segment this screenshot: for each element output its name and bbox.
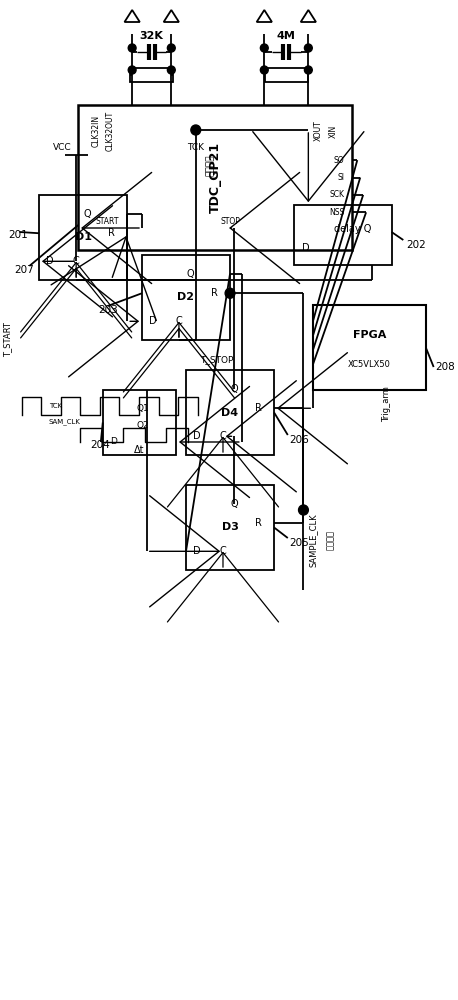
Bar bbox=[313, 305, 426, 390]
Text: D: D bbox=[193, 431, 200, 441]
Bar bbox=[39, 195, 127, 280]
Text: 202: 202 bbox=[406, 240, 426, 250]
Bar bbox=[130, 68, 173, 82]
Text: 201: 201 bbox=[8, 230, 27, 240]
Text: TCK: TCK bbox=[49, 403, 62, 409]
Circle shape bbox=[167, 44, 175, 52]
Bar bbox=[186, 370, 274, 455]
Text: C: C bbox=[220, 431, 226, 441]
Text: 204: 204 bbox=[90, 440, 110, 450]
Text: Δt: Δt bbox=[134, 445, 144, 455]
Text: Q: Q bbox=[186, 269, 194, 279]
Text: Q1: Q1 bbox=[137, 404, 149, 413]
Text: delay Q: delay Q bbox=[334, 224, 371, 234]
Circle shape bbox=[128, 66, 136, 74]
Text: Trig_arm: Trig_arm bbox=[382, 386, 391, 422]
Text: C: C bbox=[220, 546, 226, 556]
Text: TCK: TCK bbox=[187, 143, 204, 152]
Bar bbox=[78, 105, 352, 250]
Bar bbox=[186, 485, 274, 570]
Text: 32K: 32K bbox=[140, 31, 164, 41]
Text: D: D bbox=[193, 546, 200, 556]
Bar bbox=[103, 390, 176, 455]
Text: 触发信号: 触发信号 bbox=[206, 154, 215, 176]
Text: 4M: 4M bbox=[277, 31, 296, 41]
Text: C: C bbox=[175, 316, 182, 326]
Text: SCK: SCK bbox=[330, 190, 344, 199]
Text: CLK32OUT: CLK32OUT bbox=[106, 111, 115, 151]
Bar bbox=[142, 255, 230, 340]
Text: XOUT: XOUT bbox=[314, 121, 322, 141]
Text: C: C bbox=[73, 256, 80, 266]
Circle shape bbox=[305, 66, 312, 74]
Text: STOP: STOP bbox=[221, 217, 241, 226]
Circle shape bbox=[299, 505, 308, 515]
Circle shape bbox=[305, 44, 312, 52]
Text: SAM_CLK: SAM_CLK bbox=[49, 419, 81, 425]
Circle shape bbox=[261, 66, 268, 74]
Text: 203: 203 bbox=[98, 305, 118, 315]
Text: D3: D3 bbox=[222, 522, 239, 532]
Text: 205: 205 bbox=[289, 538, 309, 548]
Text: Q: Q bbox=[231, 384, 238, 394]
Circle shape bbox=[261, 44, 268, 52]
Text: D: D bbox=[149, 316, 156, 326]
Text: VCC: VCC bbox=[53, 142, 71, 151]
Text: 采样时钟: 采样时钟 bbox=[327, 530, 335, 550]
Text: TDC_GP21: TDC_GP21 bbox=[209, 142, 222, 213]
Text: D4: D4 bbox=[222, 408, 239, 418]
Text: SO: SO bbox=[334, 156, 344, 165]
Text: R: R bbox=[211, 288, 218, 298]
Text: NSS: NSS bbox=[329, 208, 344, 217]
Bar bbox=[294, 205, 392, 265]
Text: XIN: XIN bbox=[328, 124, 338, 138]
Bar bbox=[265, 68, 308, 82]
Text: XC5VLX50: XC5VLX50 bbox=[348, 360, 391, 369]
Text: D: D bbox=[302, 243, 309, 253]
Text: Q2: Q2 bbox=[137, 421, 149, 430]
Text: Q: Q bbox=[231, 499, 238, 509]
Text: SAMPLE_CLK: SAMPLE_CLK bbox=[309, 513, 318, 567]
Text: R: R bbox=[255, 518, 262, 528]
Text: 206: 206 bbox=[289, 435, 309, 445]
Text: R: R bbox=[255, 403, 262, 413]
Text: 208: 208 bbox=[436, 362, 455, 372]
Circle shape bbox=[167, 66, 175, 74]
Text: D: D bbox=[110, 438, 117, 446]
Circle shape bbox=[191, 125, 201, 135]
Text: T_STOP: T_STOP bbox=[200, 356, 234, 364]
Text: T_START: T_START bbox=[3, 323, 12, 357]
Text: FPGA: FPGA bbox=[353, 330, 386, 340]
Circle shape bbox=[128, 44, 136, 52]
Text: R: R bbox=[108, 228, 115, 238]
Circle shape bbox=[225, 288, 235, 298]
Text: 207: 207 bbox=[15, 265, 34, 275]
Text: CLK32IN: CLK32IN bbox=[92, 115, 100, 147]
Text: D: D bbox=[46, 256, 54, 266]
Text: D2: D2 bbox=[178, 292, 195, 302]
Text: D1: D1 bbox=[75, 232, 92, 242]
Text: START: START bbox=[96, 217, 120, 226]
Text: SI: SI bbox=[338, 173, 344, 182]
Text: Q: Q bbox=[84, 209, 92, 219]
